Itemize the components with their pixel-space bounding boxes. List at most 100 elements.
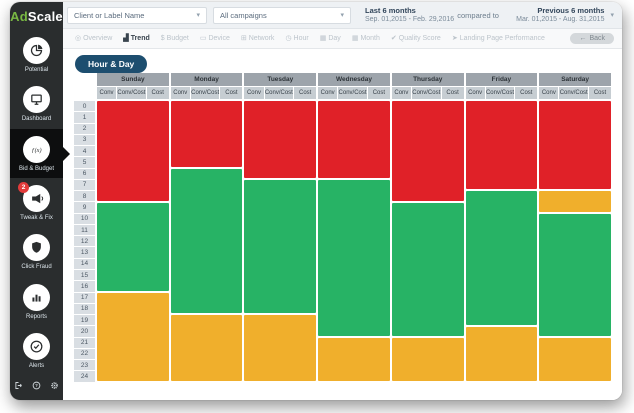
sidebar-item-alerts[interactable]: Alerts bbox=[10, 327, 63, 376]
sidebar-footer: ? bbox=[10, 376, 63, 400]
metric-subheader-row: Conv Conv/Cost Cost bbox=[318, 87, 390, 99]
report-tabs: ◎ Overview ▟ Trend $ Budget ▭ Device ⊞ Netwo… bbox=[63, 29, 622, 49]
sidebar-item-potential[interactable]: Potential bbox=[10, 30, 63, 79]
hour-label: 3 bbox=[74, 134, 95, 146]
tab-day[interactable]: ▦ Day bbox=[320, 35, 341, 42]
day-header: Sunday bbox=[97, 73, 169, 86]
date-range-compare[interactable]: Previous 6 months Mar. 01,2015 - Aug. 31… bbox=[516, 6, 604, 25]
day-column-saturday: Saturday Conv Conv/Cost Cost bbox=[539, 73, 611, 383]
tab-device[interactable]: ▭ Device bbox=[200, 35, 230, 42]
back-button-label: Back bbox=[589, 35, 605, 42]
tab-overview[interactable]: ◎ Overview bbox=[75, 35, 112, 42]
hour-axis: 0 1 2 3 4 5 6 7 8 9 10 11 12 13 14 15 16 17 18 19 20 21 22 23 24 bbox=[74, 73, 95, 383]
adscale-logo: Ad Scale bbox=[10, 2, 63, 30]
metric-subheader: Conv/Cost bbox=[264, 87, 294, 99]
tab-label: Hour bbox=[293, 35, 309, 42]
heat-segment-red[interactable] bbox=[244, 101, 317, 178]
tab-label: Network bbox=[248, 35, 275, 42]
tab-hour[interactable]: ◷ Hour bbox=[285, 35, 308, 42]
heat-segment-green[interactable] bbox=[318, 179, 390, 336]
day-heat-column bbox=[244, 101, 317, 383]
function-icon: ƒ(x) bbox=[23, 135, 50, 163]
grid-corner bbox=[74, 73, 95, 101]
metric-subheader: Cost bbox=[146, 87, 169, 99]
sidebar-item-label: Bid & Budget bbox=[18, 165, 55, 172]
compare-range-label: Previous 6 months bbox=[537, 5, 605, 15]
metric-subheader: Conv/Cost bbox=[190, 87, 220, 99]
hour-day-tab[interactable]: Hour & Day bbox=[75, 55, 148, 73]
client-dropdown[interactable]: Client or Label Name ▾ bbox=[67, 6, 207, 24]
campaign-dropdown-value: All campaigns bbox=[220, 10, 267, 20]
heat-segment-red[interactable] bbox=[391, 101, 464, 201]
metric-subheader-row: Conv Conv/Cost Cost bbox=[465, 87, 538, 99]
svg-text:ƒ(x): ƒ(x) bbox=[31, 147, 41, 154]
tab-label: Landing Page Performance bbox=[459, 35, 545, 42]
hour-label: 17 bbox=[74, 292, 95, 303]
tab-label: Quality Score bbox=[398, 35, 441, 42]
tab-label: Budget bbox=[166, 35, 189, 42]
metric-subheader: Conv bbox=[97, 87, 117, 99]
metric-subheader: Conv bbox=[244, 87, 264, 99]
heat-segment-yellow[interactable] bbox=[391, 337, 464, 381]
monitor-icon bbox=[23, 86, 50, 114]
tab-trend[interactable]: ▟ Trend bbox=[123, 35, 149, 42]
calendar-month-icon: ▦ bbox=[351, 35, 359, 42]
heat-segment-green[interactable] bbox=[244, 179, 317, 314]
tab-network[interactable]: ⊞ Network bbox=[241, 35, 275, 42]
metric-subheader: Conv/Cost bbox=[338, 87, 367, 99]
top-header: Client or Label Name ▾ All campaigns ▾ L… bbox=[63, 2, 622, 29]
metric-subheader-row: Conv Conv/Cost Cost bbox=[539, 87, 611, 99]
heat-segment-red[interactable] bbox=[318, 101, 390, 178]
heat-segment-yellow[interactable] bbox=[170, 315, 243, 381]
tab-quality-score[interactable]: ✔ Quality Score bbox=[391, 35, 441, 42]
heat-segment-green[interactable] bbox=[539, 213, 611, 336]
help-icon[interactable]: ? bbox=[32, 381, 41, 390]
heat-segment-yellow[interactable] bbox=[539, 337, 611, 381]
settings-icon[interactable] bbox=[50, 381, 59, 390]
sidebar-item-bid-budget[interactable]: ƒ(x) Bid & Budget bbox=[10, 128, 63, 179]
heat-segment-green[interactable] bbox=[391, 202, 464, 336]
heat-segment-yellow[interactable] bbox=[318, 337, 390, 381]
tab-month[interactable]: ▦ Month bbox=[352, 35, 380, 42]
heat-segment-yellow[interactable] bbox=[244, 315, 317, 381]
heat-segment-yellow[interactable] bbox=[97, 292, 169, 381]
sidebar-item-click-fraud[interactable]: Click Fraud bbox=[10, 228, 63, 277]
clock-icon: ◷ bbox=[285, 35, 292, 42]
hour-label: 13 bbox=[74, 247, 95, 258]
heat-segment-red[interactable] bbox=[539, 101, 611, 190]
heat-segment-red[interactable] bbox=[97, 101, 169, 201]
heat-segment-yellow[interactable] bbox=[465, 326, 538, 381]
heat-segment-red[interactable] bbox=[465, 101, 538, 190]
hour-label: 20 bbox=[74, 326, 95, 337]
heat-segment-red[interactable] bbox=[170, 101, 243, 167]
heat-segment-green[interactable] bbox=[97, 202, 169, 291]
logout-icon[interactable] bbox=[14, 381, 23, 390]
heat-segment-green[interactable] bbox=[465, 191, 538, 325]
chevron-down-icon[interactable]: ▾ bbox=[610, 12, 614, 19]
hour-label: 14 bbox=[74, 258, 95, 269]
notification-badge: 2 bbox=[18, 181, 29, 193]
sidebar-item-tweak-fix[interactable]: 2 Tweak & Fix bbox=[10, 178, 63, 227]
tab-budget[interactable]: $ Budget bbox=[161, 35, 189, 42]
logo-text-scale: Scale bbox=[27, 8, 63, 24]
hour-label: 2 bbox=[74, 123, 95, 134]
heat-segment-green[interactable] bbox=[170, 168, 243, 314]
hour-label: 5 bbox=[74, 157, 95, 168]
tab-landing-page-performance[interactable]: ➤ Landing Page Performance bbox=[452, 35, 545, 42]
pie-chart-icon bbox=[23, 36, 50, 64]
day-heat-column bbox=[318, 101, 390, 383]
day-header: Friday bbox=[465, 73, 538, 86]
day-heat-column bbox=[539, 101, 611, 383]
tab-label: Device bbox=[208, 35, 230, 42]
sidebar-item-dashboard[interactable]: Dashboard bbox=[10, 79, 63, 128]
date-range-current[interactable]: Last 6 months Sep. 01,2015 - Feb. 29,201… bbox=[365, 6, 454, 25]
hour-label: 4 bbox=[74, 146, 95, 157]
day-column-sunday: Sunday Conv Conv/Cost Cost bbox=[97, 73, 169, 383]
sidebar-item-reports[interactable]: Reports bbox=[10, 277, 63, 326]
campaign-dropdown[interactable]: All campaigns ▾ bbox=[213, 6, 351, 24]
back-button[interactable]: ← Back bbox=[570, 33, 614, 44]
metric-subheader: Cost bbox=[515, 87, 538, 99]
heat-segment-yellow[interactable] bbox=[539, 191, 611, 212]
hour-label: 1 bbox=[74, 112, 95, 123]
chevron-down-icon: ▾ bbox=[196, 12, 200, 19]
